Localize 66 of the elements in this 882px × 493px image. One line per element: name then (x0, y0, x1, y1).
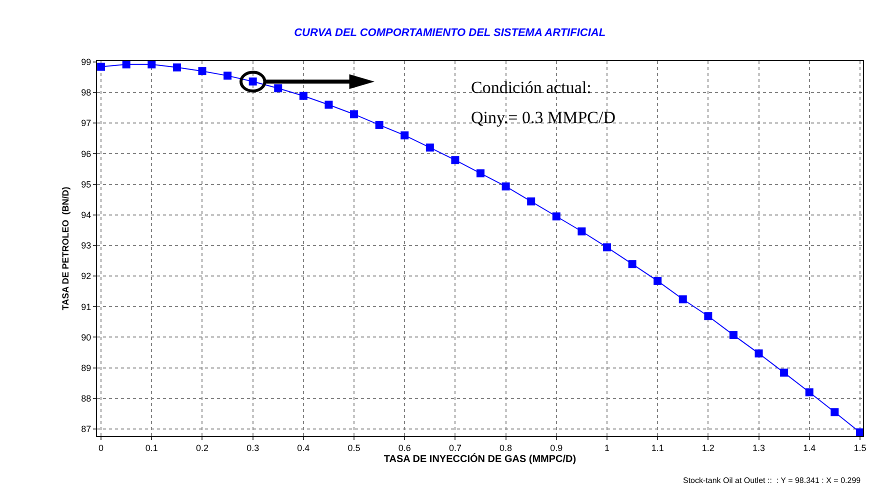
point (754, 349, 763, 358)
point (527, 197, 536, 206)
point (426, 144, 434, 152)
x-tick-label: 1.4 (803, 442, 816, 453)
point (350, 110, 358, 118)
point (148, 61, 156, 68)
point (578, 227, 586, 236)
x-tick-label: 0.6 (398, 442, 411, 453)
point (198, 67, 206, 76)
y-axis-title: TASA DE PETROLEO (BN/D) (60, 186, 71, 310)
x-tick-label: 0.9 (550, 442, 563, 453)
point (97, 62, 106, 71)
y-tick-label: 99 (81, 57, 92, 68)
point (654, 276, 662, 285)
y-tick-label: 95 (81, 179, 92, 190)
point (552, 212, 560, 220)
x-tick-label: 1.2 (702, 442, 714, 453)
point (324, 100, 333, 109)
x-tick-label: 0 (98, 442, 104, 453)
point (502, 182, 510, 190)
x-axis-title: TASA DE INYECCIÓN DE GAS (MMPC/D) (384, 452, 576, 465)
point (678, 295, 687, 304)
y-tick-label: 98 (81, 88, 92, 98)
point (805, 388, 814, 396)
x-tick-label: 1.3 (752, 442, 766, 453)
y-tick-label: 90 (81, 332, 92, 342)
x-tick-label: 0.1 (145, 442, 158, 453)
y-tick-label: 97 (81, 118, 92, 128)
x-tick-label: 0.4 (297, 442, 310, 453)
point (274, 84, 282, 92)
x-tick-label: 0.2 (196, 442, 208, 453)
text: Stock-tank Oil at Outlet :: : Y = 98.341 : X = 0.299 (683, 476, 862, 485)
point (780, 368, 788, 377)
x-tick-label: 0.5 (348, 442, 360, 453)
y-tick-label: 93 (81, 240, 92, 251)
y-tick-label: 89 (81, 362, 92, 373)
x-tick-label: 0.3 (246, 442, 260, 453)
y-tick-label: 96 (81, 148, 92, 159)
annotation: Qiny.= 0.3 MMPC/D (471, 108, 616, 127)
x-tick-label: 1.1 (651, 442, 664, 453)
point (729, 331, 738, 340)
point (400, 131, 409, 140)
x-tick-label: 0.7 (448, 442, 462, 453)
x-tick-label: 0.8 (500, 442, 512, 453)
point (172, 63, 181, 72)
x-tick-label: 1.5 (854, 442, 866, 453)
y-tick-label: 87 (81, 424, 92, 434)
point (704, 312, 712, 320)
point (856, 428, 863, 436)
point (224, 72, 232, 80)
line-series (97, 61, 863, 436)
annotation: Condición actual: (471, 78, 592, 97)
point (375, 120, 384, 129)
x-tick-label: 1 (604, 442, 610, 453)
point (830, 408, 839, 416)
y-tick-label: 92 (81, 271, 92, 282)
point (122, 61, 130, 68)
point (602, 243, 611, 252)
point (628, 260, 636, 268)
point (476, 169, 485, 178)
point (299, 92, 308, 100)
y-tick-label: 94 (81, 210, 92, 220)
point (451, 156, 460, 164)
y-tick-label: 91 (81, 302, 92, 312)
chart-title: CURVA DEL COMPORTAMIENTO DEL SISTEMA ARTIFICIAL (294, 26, 606, 39)
y-tick-label: 88 (81, 394, 92, 404)
